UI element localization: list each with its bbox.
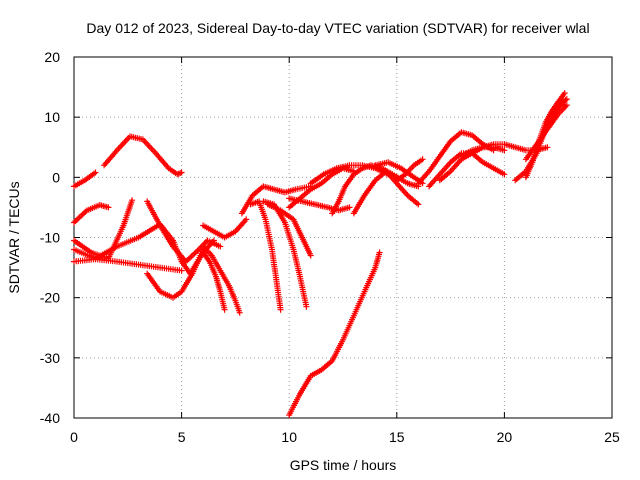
series-20 <box>329 162 422 217</box>
y-tick-label: 20 <box>44 49 60 65</box>
series-markers <box>260 198 310 310</box>
series-24 <box>415 129 497 187</box>
series-markers <box>286 249 383 418</box>
y-tick-label: -40 <box>40 410 60 426</box>
series-15 <box>264 201 314 259</box>
series-markers <box>329 162 422 217</box>
x-tick-label: 5 <box>178 429 186 445</box>
series-18 <box>286 249 383 418</box>
series-markers <box>101 133 185 178</box>
series-markers <box>71 169 99 190</box>
y-axis-label: SDTVAR / TECUs <box>6 181 22 293</box>
series-markers <box>71 202 112 226</box>
series-11 <box>200 216 250 241</box>
series-31 <box>522 102 570 163</box>
series-markers <box>71 256 185 274</box>
y-tick-label: -20 <box>40 290 60 306</box>
series-markers <box>200 216 250 241</box>
tick-labels: 0 5 10 15 20 25 -40 -30 -20 -10 0 10 20 <box>40 49 620 445</box>
x-tick-label: 25 <box>604 429 620 445</box>
series-markers <box>144 198 224 265</box>
grid <box>74 57 612 418</box>
series-markers <box>144 246 207 301</box>
x-tick-label: 20 <box>497 429 513 445</box>
series-markers <box>264 201 314 259</box>
y-tick-label: 0 <box>52 169 60 185</box>
series-4 <box>71 256 185 274</box>
series-markers <box>238 183 314 217</box>
series-14 <box>260 198 310 310</box>
series-markers <box>415 129 497 187</box>
y-tick-label: -30 <box>40 350 60 366</box>
series-7 <box>144 198 224 265</box>
series-markers <box>200 243 243 316</box>
series-12 <box>238 183 314 217</box>
series-21 <box>350 168 422 217</box>
series-3 <box>71 202 112 226</box>
series-8 <box>144 246 207 301</box>
x-tick-label: 0 <box>70 429 78 445</box>
x-tick-label: 15 <box>389 429 405 445</box>
series-2 <box>101 133 185 178</box>
series-markers <box>350 168 422 217</box>
x-axis-label: GPS time / hours <box>290 457 397 473</box>
y-tick-label: -10 <box>40 230 60 246</box>
data-marks <box>71 90 570 418</box>
series-markers <box>200 249 228 313</box>
series-markers <box>247 198 284 313</box>
series-markers <box>522 102 570 163</box>
series-10 <box>200 249 228 313</box>
series-9 <box>200 243 243 316</box>
series-13 <box>247 198 284 313</box>
y-tick-label: 10 <box>44 109 60 125</box>
series-23 <box>393 156 426 184</box>
series-1 <box>71 169 99 190</box>
x-tick-label: 10 <box>281 429 297 445</box>
chart-title: Day 012 of 2023, Sidereal Day-to-day VTE… <box>86 20 589 36</box>
series-markers <box>393 156 426 184</box>
